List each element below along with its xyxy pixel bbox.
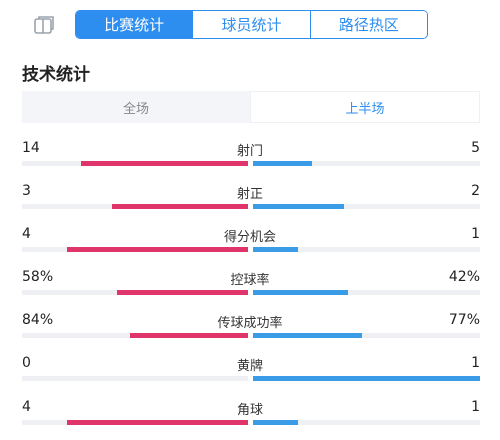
home-bar-track [22, 247, 248, 252]
stat-row-corners: 4 角球 1 [0, 399, 500, 435]
away-bar [253, 204, 344, 209]
away-bar-track [253, 333, 480, 338]
stat-row-pass-accuracy: 84% 传球成功率 77% [0, 312, 500, 348]
main-tabs: 比赛统计 球员统计 路径热区 [75, 10, 428, 39]
away-value: 77% [448, 312, 480, 328]
stat-label: 角球 [236, 403, 263, 418]
stat-row-shots: 14 射门 5 [0, 140, 500, 176]
home-bar-track [22, 204, 248, 209]
home-bar [130, 333, 248, 338]
away-bar-track [253, 420, 480, 425]
away-value: 1 [471, 399, 480, 415]
home-bar-track [22, 290, 248, 295]
home-bar-track [22, 420, 248, 425]
home-bar-track [22, 376, 248, 381]
period-first-half[interactable]: 上半场 [250, 91, 480, 123]
home-value: 4 [22, 226, 31, 242]
home-value: 3 [22, 183, 31, 199]
stat-label: 传球成功率 [217, 316, 283, 331]
stat-row-possession: 58% 控球率 42% [0, 269, 500, 305]
away-bar [253, 247, 299, 252]
stat-row-shots-on-target: 3 射正 2 [0, 183, 500, 219]
stat-label: 控球率 [230, 273, 270, 288]
away-bar [253, 376, 480, 381]
home-value: 14 [22, 140, 40, 156]
away-bar-track [253, 161, 480, 166]
away-value: 5 [471, 140, 480, 156]
tab-match-stats[interactable]: 比赛统计 [76, 11, 193, 38]
home-value: 58% [22, 269, 54, 285]
away-bar-track [253, 376, 480, 381]
away-bar-track [253, 290, 480, 295]
home-bar-track [22, 333, 248, 338]
home-bar [80, 161, 248, 166]
period-toggle: 全场 上半场 [22, 91, 480, 123]
away-value: 1 [471, 226, 480, 242]
away-bar [253, 420, 299, 425]
away-bar [253, 333, 362, 338]
top-bar: 比赛统计 球员统计 路径热区 [0, 0, 500, 48]
away-value: 42% [448, 269, 480, 285]
home-bar-track [22, 161, 248, 166]
home-value: 4 [22, 399, 31, 415]
home-bar [67, 247, 248, 252]
away-bar-track [253, 204, 480, 209]
away-bar-track [253, 247, 480, 252]
home-value: 0 [22, 355, 31, 371]
stat-label: 黄牌 [236, 359, 263, 374]
stat-row-yellow-cards: 0 黄牌 1 [0, 355, 500, 391]
section-title: 技术统计 [22, 65, 90, 85]
tab-player-stats[interactable]: 球员统计 [192, 11, 310, 38]
stat-label: 射正 [236, 187, 263, 202]
stat-row-chances: 4 得分机会 1 [0, 226, 500, 262]
home-bar [116, 290, 248, 295]
period-full-match[interactable]: 全场 [122, 101, 149, 117]
stat-label: 得分机会 [223, 230, 276, 245]
away-value: 2 [471, 183, 480, 199]
stat-label: 射门 [236, 144, 263, 159]
tab-heatmap[interactable]: 路径热区 [309, 11, 427, 38]
away-value: 1 [471, 355, 480, 371]
away-bar [253, 161, 313, 166]
home-value: 84% [22, 312, 54, 328]
home-bar [67, 420, 248, 425]
away-bar [253, 290, 349, 295]
home-bar [112, 204, 248, 209]
layout-icon[interactable] [33, 14, 55, 36]
